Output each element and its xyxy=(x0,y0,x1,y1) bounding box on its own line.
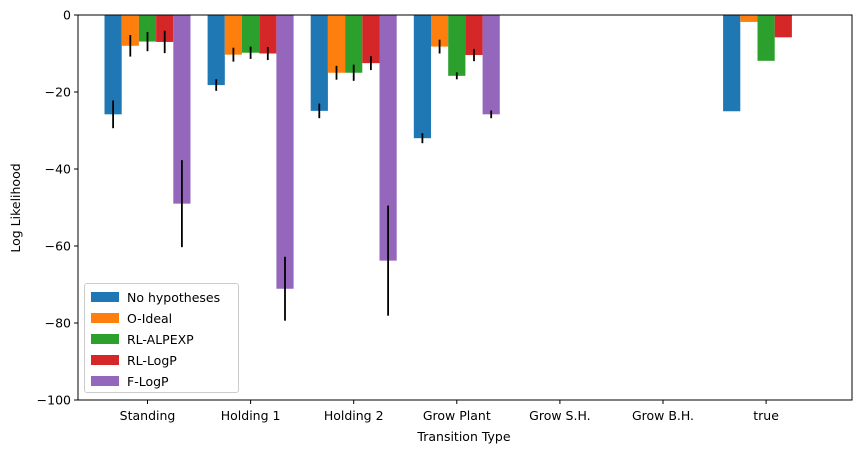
bar xyxy=(173,15,191,204)
y-tick-label: −60 xyxy=(45,239,71,254)
bar xyxy=(104,15,122,115)
bar xyxy=(723,15,741,112)
bar xyxy=(121,15,139,46)
legend-label: RL-ALPEXP xyxy=(127,331,194,347)
y-tick-label: −80 xyxy=(45,316,71,331)
legend-swatch xyxy=(91,292,119,302)
y-tick-label: −20 xyxy=(45,85,71,100)
bar xyxy=(242,15,260,53)
bar xyxy=(345,15,363,73)
legend-label: No hypotheses xyxy=(127,289,221,305)
bar xyxy=(276,15,294,289)
legend-label: RL-LogP xyxy=(127,352,177,368)
bar xyxy=(327,15,346,73)
x-tick-label: Standing xyxy=(120,408,176,423)
legend-item-o-ideal: O-Ideal xyxy=(91,309,172,327)
bar xyxy=(482,15,500,115)
bar xyxy=(138,15,157,42)
x-axis: Standing Holding 1 Holding 2 Grow Plant Grow… xyxy=(120,400,779,423)
x-axis-label: Transition Type xyxy=(416,429,510,444)
bar xyxy=(362,15,380,64)
x-tick-label: Holding 2 xyxy=(324,408,384,423)
x-tick-label: Grow B.H. xyxy=(632,408,694,423)
bar xyxy=(379,15,397,261)
bars-layer xyxy=(104,15,792,289)
bar xyxy=(413,15,431,139)
bar xyxy=(757,15,775,61)
bar xyxy=(207,15,225,86)
x-tick-label: true xyxy=(753,408,779,423)
bar xyxy=(310,15,328,111)
y-tick-label: −100 xyxy=(37,393,71,408)
error-bars-layer xyxy=(112,30,493,321)
legend-label: O-Ideal xyxy=(127,310,173,326)
plot-frame xyxy=(77,14,853,401)
legend-swatch xyxy=(91,334,119,344)
x-tick-label: Holding 1 xyxy=(221,408,281,423)
legend-item-rl-alpexp: RL-ALPEXP xyxy=(91,330,194,348)
bar xyxy=(740,15,758,22)
legend-label: F-LogP xyxy=(127,373,169,389)
bar xyxy=(431,15,449,47)
bar xyxy=(224,15,242,55)
legend-swatch xyxy=(91,376,119,386)
y-tick-label: −40 xyxy=(45,162,71,177)
legend-swatch xyxy=(91,313,119,323)
bar xyxy=(259,15,277,54)
legend: No hypotheses O-Ideal RL-ALPEXP RL-LogP … xyxy=(84,283,239,393)
y-axis: 0 −20 −40 −60 −80 −100 xyxy=(37,8,78,408)
bar xyxy=(156,15,174,42)
legend-item-no-hypotheses: No hypotheses xyxy=(91,288,220,306)
legend-swatch xyxy=(91,355,119,365)
y-tick-label: 0 xyxy=(63,8,71,23)
legend-item-f-logp: F-LogP xyxy=(91,372,169,390)
bar xyxy=(465,15,483,56)
y-axis-label: Log Likelihood xyxy=(8,163,23,252)
legend-item-rl-logp: RL-LogP xyxy=(91,351,177,369)
x-tick-label: Grow Plant xyxy=(423,408,491,423)
x-tick-label: Grow S.H. xyxy=(529,408,590,423)
bar xyxy=(774,15,792,38)
bar xyxy=(448,15,466,76)
